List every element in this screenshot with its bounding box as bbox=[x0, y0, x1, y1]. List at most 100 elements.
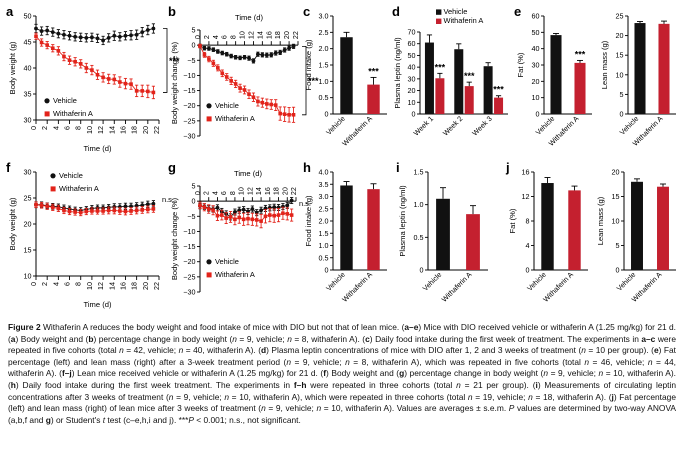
data-point bbox=[202, 205, 207, 209]
bar-withaferin bbox=[494, 97, 504, 114]
data-point bbox=[117, 34, 122, 39]
data-point bbox=[263, 214, 268, 219]
data-point bbox=[101, 209, 105, 213]
svg-text:22: 22 bbox=[152, 282, 161, 290]
svg-text:2.0: 2.0 bbox=[319, 217, 329, 226]
series-line-withaferin bbox=[199, 204, 292, 222]
svg-text:20: 20 bbox=[141, 282, 150, 290]
svg-text:***: *** bbox=[575, 49, 586, 59]
data-point bbox=[211, 208, 215, 213]
svg-text:10: 10 bbox=[237, 187, 246, 195]
data-point bbox=[211, 61, 216, 66]
data-point bbox=[251, 58, 256, 63]
bar-withaferin bbox=[466, 214, 480, 270]
data-point bbox=[241, 207, 246, 212]
data-point bbox=[215, 205, 220, 210]
svg-text:20: 20 bbox=[141, 126, 150, 134]
data-point bbox=[118, 80, 122, 84]
svg-text:0.5: 0.5 bbox=[414, 233, 424, 242]
svg-text:12: 12 bbox=[96, 126, 105, 134]
svg-text:10: 10 bbox=[238, 31, 247, 39]
svg-text:5: 5 bbox=[192, 26, 196, 35]
svg-text:Week 3: Week 3 bbox=[470, 114, 494, 138]
svg-text:0: 0 bbox=[325, 266, 329, 275]
data-point bbox=[151, 201, 156, 206]
plot-area: 00.51.01.52.02.53.03.54.0VehicleWithafer… bbox=[304, 168, 387, 304]
data-point bbox=[211, 47, 216, 52]
svg-text:45: 45 bbox=[24, 38, 32, 47]
bar-vehicle bbox=[550, 35, 562, 114]
bar-withaferin bbox=[435, 78, 445, 114]
data-point bbox=[34, 202, 38, 207]
svg-text:−25: −25 bbox=[183, 272, 195, 281]
svg-text:12: 12 bbox=[522, 192, 530, 201]
bar-vehicle bbox=[631, 181, 643, 270]
svg-text:10: 10 bbox=[85, 282, 94, 290]
series-line-vehicle bbox=[199, 200, 292, 218]
svg-text:14: 14 bbox=[254, 187, 263, 195]
data-point bbox=[241, 217, 246, 222]
data-point bbox=[282, 112, 287, 116]
data-point bbox=[237, 215, 242, 220]
svg-text:15: 15 bbox=[612, 192, 620, 201]
data-point bbox=[250, 207, 255, 211]
bar-vehicle bbox=[340, 37, 353, 114]
data-point bbox=[56, 31, 61, 36]
svg-text:2.0: 2.0 bbox=[319, 44, 329, 53]
legend-marker-vehicle bbox=[206, 259, 212, 265]
data-point bbox=[123, 209, 128, 214]
svg-text:60: 60 bbox=[532, 12, 540, 21]
svg-text:12: 12 bbox=[245, 187, 254, 195]
legend-marker-withaferin bbox=[206, 272, 212, 278]
svg-text:−20: −20 bbox=[183, 257, 195, 266]
data-point bbox=[278, 50, 283, 55]
svg-text:12: 12 bbox=[96, 282, 105, 290]
svg-text:Vehicle: Vehicle bbox=[215, 101, 239, 110]
svg-text:Vehicle: Vehicle bbox=[59, 171, 83, 180]
svg-text:40: 40 bbox=[532, 44, 540, 53]
svg-text:16: 16 bbox=[522, 168, 530, 177]
svg-text:10: 10 bbox=[616, 70, 624, 79]
svg-text:n.s.: n.s. bbox=[162, 195, 174, 204]
svg-text:16: 16 bbox=[263, 187, 272, 195]
panel-h-chart: 00.51.01.52.02.53.03.54.0VehicleWithafer… bbox=[304, 168, 387, 304]
data-point bbox=[272, 205, 277, 210]
data-point bbox=[39, 29, 44, 33]
series-line-vehicle bbox=[35, 28, 154, 41]
data-point bbox=[67, 58, 72, 62]
svg-text:14: 14 bbox=[107, 282, 116, 290]
svg-text:4: 4 bbox=[51, 282, 60, 286]
svg-text:20: 20 bbox=[282, 31, 291, 39]
data-point bbox=[238, 55, 242, 60]
data-point bbox=[238, 86, 242, 90]
svg-text:20: 20 bbox=[24, 220, 32, 229]
svg-text:40: 40 bbox=[408, 63, 416, 72]
svg-text:8: 8 bbox=[228, 191, 237, 195]
data-point bbox=[67, 209, 72, 214]
svg-text:16: 16 bbox=[264, 31, 273, 39]
data-point bbox=[224, 75, 229, 79]
data-point bbox=[254, 218, 259, 222]
data-point bbox=[282, 48, 287, 52]
svg-text:Withaferin A: Withaferin A bbox=[59, 184, 99, 193]
panel-g-chart: 50−5−10−15−20−25−300 2 4 6 8 10 12 14 16 18 20 22Ti… bbox=[170, 169, 311, 297]
panel-letter-a: a bbox=[6, 4, 14, 19]
svg-text:Week 2: Week 2 bbox=[441, 114, 465, 138]
data-point bbox=[45, 43, 49, 47]
legend-marker-withaferin bbox=[206, 116, 212, 122]
data-point bbox=[129, 82, 133, 86]
svg-text:6: 6 bbox=[63, 282, 72, 286]
data-point bbox=[106, 77, 111, 81]
data-point bbox=[276, 213, 281, 217]
data-point bbox=[202, 46, 207, 51]
svg-text:35: 35 bbox=[24, 90, 32, 99]
data-point bbox=[73, 210, 77, 214]
bar-withaferin bbox=[574, 62, 586, 114]
